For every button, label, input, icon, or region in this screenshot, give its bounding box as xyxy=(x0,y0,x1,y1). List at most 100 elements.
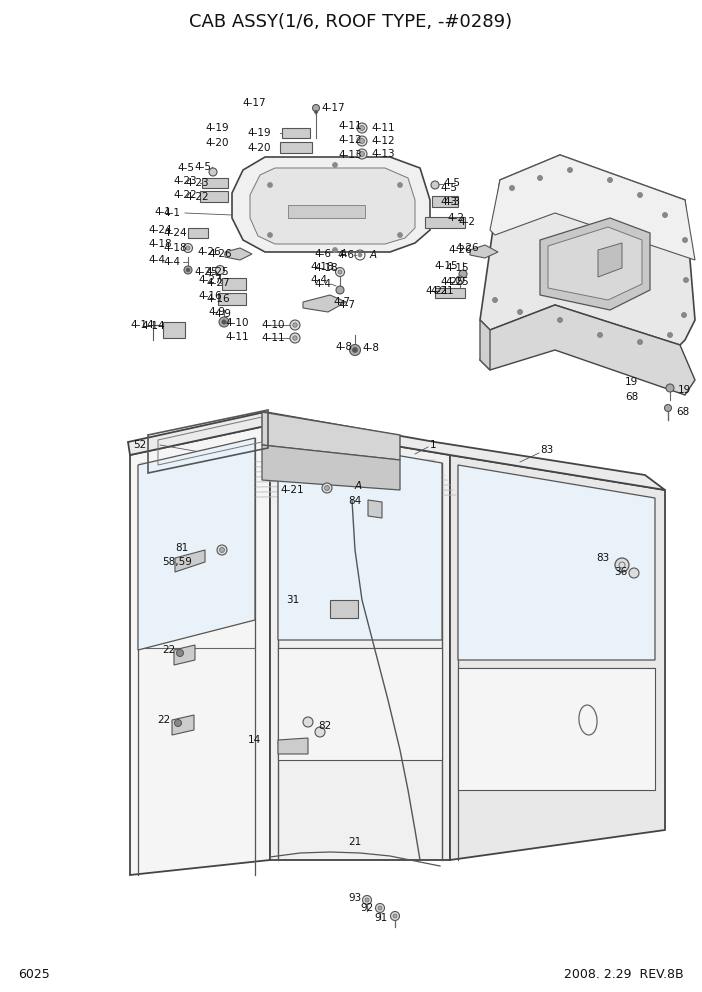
Polygon shape xyxy=(130,425,270,875)
Text: 21: 21 xyxy=(348,837,362,847)
Text: 1: 1 xyxy=(430,440,437,450)
Polygon shape xyxy=(262,412,400,460)
Circle shape xyxy=(293,336,297,340)
Circle shape xyxy=(376,904,385,913)
Polygon shape xyxy=(548,227,642,300)
Circle shape xyxy=(338,270,342,274)
Text: 58,59: 58,59 xyxy=(162,557,192,567)
Text: 4-20: 4-20 xyxy=(205,138,228,148)
Text: 4-15: 4-15 xyxy=(445,263,469,273)
Polygon shape xyxy=(218,293,246,305)
Polygon shape xyxy=(232,157,430,252)
Text: 4-26: 4-26 xyxy=(455,243,479,253)
Circle shape xyxy=(666,384,674,392)
Circle shape xyxy=(358,253,362,257)
Text: 36: 36 xyxy=(614,567,628,577)
Text: 4-27: 4-27 xyxy=(206,278,230,288)
Circle shape xyxy=(222,319,226,324)
Circle shape xyxy=(267,183,272,187)
Circle shape xyxy=(397,183,402,187)
Circle shape xyxy=(637,339,642,344)
Text: 4-23: 4-23 xyxy=(185,178,208,188)
Text: 93: 93 xyxy=(348,893,362,903)
Polygon shape xyxy=(200,191,228,202)
Text: 4-6: 4-6 xyxy=(337,250,354,260)
Text: 84: 84 xyxy=(348,496,362,506)
Text: 4-1: 4-1 xyxy=(163,208,180,218)
Circle shape xyxy=(665,405,672,412)
Text: 68: 68 xyxy=(625,392,638,402)
Text: 4-10: 4-10 xyxy=(261,320,284,330)
Text: 83: 83 xyxy=(596,553,609,563)
Text: 4-11: 4-11 xyxy=(371,123,395,133)
Polygon shape xyxy=(303,295,346,312)
Text: 22: 22 xyxy=(162,645,176,655)
Text: 4-17: 4-17 xyxy=(321,103,345,113)
Text: 4-7: 4-7 xyxy=(333,297,350,307)
Polygon shape xyxy=(425,217,465,228)
Text: 4-25: 4-25 xyxy=(205,267,229,277)
Text: 4-2: 4-2 xyxy=(447,213,464,223)
Polygon shape xyxy=(270,425,450,860)
Circle shape xyxy=(393,914,397,918)
Text: 19: 19 xyxy=(678,385,691,395)
Text: 4-2: 4-2 xyxy=(458,217,475,227)
Circle shape xyxy=(217,545,227,555)
Polygon shape xyxy=(128,412,665,490)
Circle shape xyxy=(459,270,467,278)
Text: 4-18: 4-18 xyxy=(314,263,338,273)
Polygon shape xyxy=(175,550,205,572)
Text: 4-14: 4-14 xyxy=(130,320,154,330)
Text: 4-18: 4-18 xyxy=(163,243,187,253)
Text: 82: 82 xyxy=(318,721,331,731)
Polygon shape xyxy=(598,243,622,277)
Circle shape xyxy=(365,898,369,902)
Text: 19: 19 xyxy=(625,377,638,387)
Text: 4-21: 4-21 xyxy=(430,286,453,296)
Text: 4-8: 4-8 xyxy=(362,343,379,353)
Text: 31: 31 xyxy=(286,595,299,605)
Circle shape xyxy=(219,317,229,327)
Circle shape xyxy=(359,139,364,144)
Circle shape xyxy=(333,163,338,168)
Text: 4-9: 4-9 xyxy=(214,309,231,319)
Text: A: A xyxy=(370,250,377,260)
Circle shape xyxy=(184,266,192,274)
Circle shape xyxy=(637,192,642,197)
Text: 4-21: 4-21 xyxy=(425,286,449,296)
Text: 4-23: 4-23 xyxy=(173,176,197,186)
Text: 4-17: 4-17 xyxy=(242,98,265,108)
Text: 4-3: 4-3 xyxy=(440,197,457,207)
Text: 4-25: 4-25 xyxy=(194,267,218,277)
Circle shape xyxy=(175,719,182,726)
Circle shape xyxy=(324,485,329,490)
Circle shape xyxy=(615,558,629,572)
Circle shape xyxy=(567,168,573,173)
Text: 4-22: 4-22 xyxy=(173,190,197,200)
Text: 6025: 6025 xyxy=(18,968,50,981)
Polygon shape xyxy=(163,322,185,338)
Text: 4-13: 4-13 xyxy=(338,150,362,160)
Text: 2008. 2.29  REV.8B: 2008. 2.29 REV.8B xyxy=(564,968,684,981)
Circle shape xyxy=(322,483,332,493)
Polygon shape xyxy=(172,715,194,735)
Text: 4-5: 4-5 xyxy=(194,162,211,172)
Circle shape xyxy=(333,247,338,253)
Text: 4-11: 4-11 xyxy=(225,332,249,342)
Text: 4-16: 4-16 xyxy=(206,294,230,304)
Text: 4-26: 4-26 xyxy=(448,245,472,255)
Polygon shape xyxy=(435,288,465,298)
Circle shape xyxy=(357,149,367,159)
Circle shape xyxy=(290,333,300,343)
Circle shape xyxy=(290,320,300,330)
Text: 4-11: 4-11 xyxy=(338,121,362,131)
Text: 4-3: 4-3 xyxy=(443,197,460,207)
Text: 92: 92 xyxy=(360,903,373,913)
Polygon shape xyxy=(280,142,312,153)
Circle shape xyxy=(362,896,371,905)
Polygon shape xyxy=(480,320,490,370)
Text: 4-22: 4-22 xyxy=(185,192,208,202)
Circle shape xyxy=(557,317,562,322)
Text: 4-18: 4-18 xyxy=(148,239,171,249)
Text: 4-4: 4-4 xyxy=(148,255,165,265)
